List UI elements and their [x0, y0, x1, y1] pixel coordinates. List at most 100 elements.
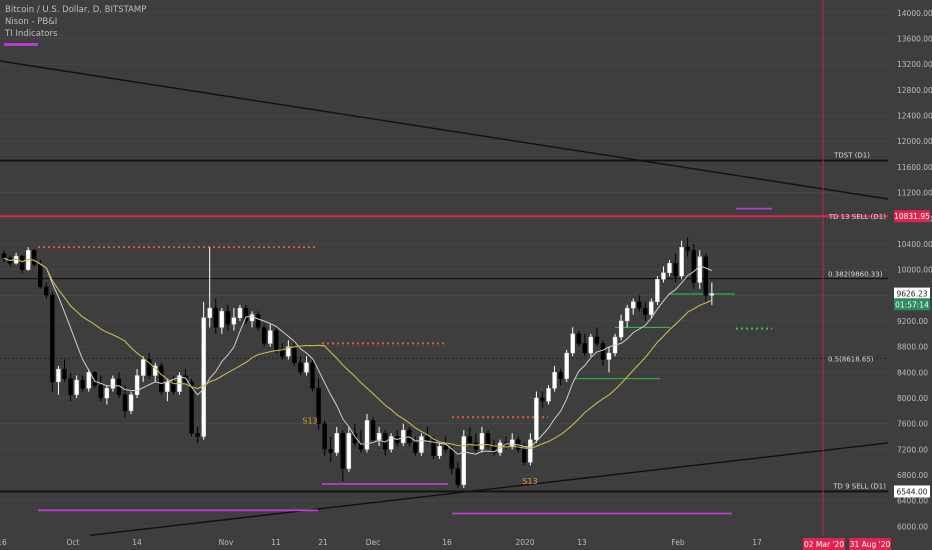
candle-body: [455, 468, 460, 485]
candle-body: [624, 307, 630, 322]
countdown-badge: [894, 298, 930, 311]
symbol-legend[interactable]: Bitcoin / U.S. Dollar, D, BITSTAMP: [5, 5, 147, 15]
candle-body: [576, 333, 581, 344]
candle-body: [540, 397, 545, 402]
candle-body: [1, 253, 7, 259]
candle-body: [86, 372, 91, 389]
candle-body: [449, 449, 454, 469]
candle-body: [310, 362, 315, 389]
candle-body: [213, 307, 218, 328]
level-label: TD 13 SELL (D1): [828, 213, 886, 221]
candle-body: [201, 317, 206, 437]
y-tick-label: 10400.00: [897, 240, 932, 249]
y-tick-label: 11200.00: [897, 189, 932, 198]
candle-body: [165, 381, 170, 392]
candle-body: [74, 379, 79, 395]
candle-body: [364, 420, 370, 450]
candlestick-series: [1, 237, 715, 488]
candle-body: [582, 343, 587, 354]
td-s13-label: S13: [302, 417, 317, 426]
candle-body: [268, 330, 273, 344]
indicator-legend-nison[interactable]: Nison - PB&I: [5, 17, 58, 27]
price-axis-bg: [888, 0, 932, 550]
candle-body: [370, 420, 376, 440]
x-tick-label: Oct: [67, 538, 80, 547]
date-range-badge: [849, 538, 891, 550]
candle-body: [189, 381, 194, 434]
candle-body: [528, 439, 533, 463]
candle-body: [346, 433, 352, 469]
candle-body: [600, 343, 606, 360]
uptrend-line: [89, 442, 889, 537]
candle-body: [195, 433, 200, 437]
candle-body: [19, 255, 25, 270]
level-label: 0.5(8618.65): [828, 355, 874, 363]
candle-body: [534, 397, 539, 440]
candle-body: [207, 307, 212, 318]
candle-body: [631, 301, 636, 309]
candle-body: [104, 388, 110, 399]
y-tick-label: 12800.00: [897, 86, 932, 95]
candle-body: [661, 272, 666, 280]
candle-body: [32, 250, 37, 265]
candle-body: [413, 442, 418, 453]
drawing-layer: TDST (D1) TD 13 SELL (D1) 0.382(9860.33) 0.…: [0, 0, 889, 537]
x-tick-label: 17: [752, 538, 762, 547]
candle-body: [522, 449, 527, 463]
level-label: 0.382(9860.33): [828, 271, 883, 279]
candle-body: [225, 311, 231, 325]
candle-body: [237, 307, 243, 318]
candle-body: [274, 330, 279, 351]
td13-price-badge: [894, 210, 930, 223]
x-tick-label: 11: [271, 538, 281, 547]
td9-price-badge-text: 6544.00: [896, 487, 927, 496]
y-tick-label: 11600.00: [897, 163, 932, 172]
candle-body: [340, 433, 345, 469]
indicator-color-swatch: [4, 43, 38, 46]
x-tick-label: Dec: [366, 538, 381, 547]
candle-body: [473, 442, 479, 450]
moving-averages: [3, 257, 713, 455]
candle-body: [219, 311, 225, 328]
candle-body: [618, 320, 624, 338]
candle-body: [606, 352, 612, 360]
candle-body: [249, 314, 255, 322]
candle-body: [552, 372, 557, 389]
y-tick-label: 14000.00: [897, 9, 932, 18]
candle-body: [419, 436, 424, 453]
candle-body: [62, 368, 67, 379]
candle-body: [50, 295, 55, 383]
candle-body: [564, 352, 569, 379]
y-tick-label: 10000.00: [897, 266, 932, 275]
candle-body: [376, 433, 382, 440]
candle-body: [352, 433, 358, 444]
candle-body: [134, 375, 140, 395]
candle-body: [140, 359, 146, 376]
candle-body: [588, 336, 594, 354]
candle-body: [425, 436, 430, 440]
candle-body: [437, 445, 442, 456]
candle-body: [594, 336, 600, 344]
candle-body: [558, 372, 563, 379]
date-range-text: 31 Aug '20: [850, 540, 891, 549]
candle-body: [44, 286, 49, 296]
td13-price-badge-text: 10831.95: [894, 212, 930, 221]
y-tick-label: 13600.00: [897, 35, 932, 44]
candle-body: [401, 429, 406, 444]
x-tick-label: 14: [132, 538, 142, 547]
y-tick-label: 7600.00: [897, 420, 928, 429]
td9-price-badge: [894, 485, 930, 498]
downtrend-line: [0, 60, 889, 200]
y-tick-label: 7200.00: [897, 445, 928, 454]
candle-body: [673, 262, 678, 277]
candle-body: [570, 333, 575, 354]
y-tick-label: 6000.00: [897, 522, 928, 531]
indicator-legend-ti[interactable]: TI Indicators: [5, 29, 58, 39]
candle-body: [691, 250, 696, 283]
candle-body: [703, 256, 708, 296]
sma-fast-line: [3, 257, 713, 455]
candle-body: [38, 264, 43, 288]
candle-body: [697, 256, 702, 283]
y-tick-label: 8000.00: [897, 394, 928, 403]
